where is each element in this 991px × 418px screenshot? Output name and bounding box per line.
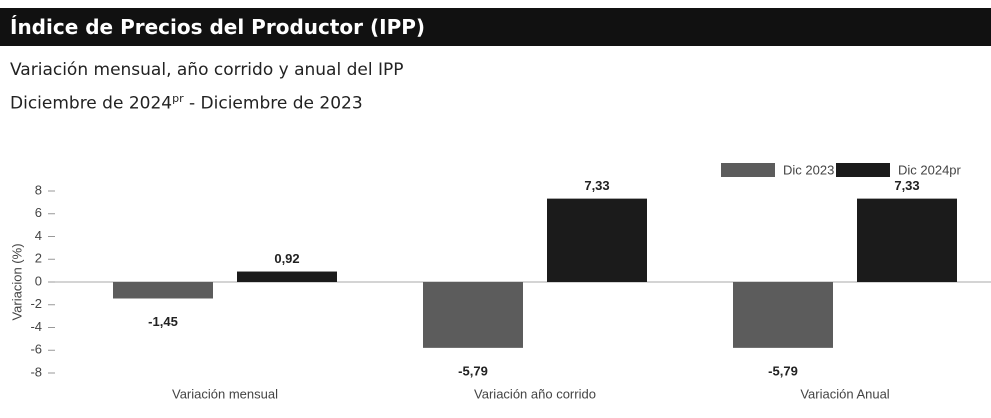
y-axis-label: Variacion (%) — [9, 243, 24, 320]
y-tick-label: -8 — [30, 364, 42, 379]
legend-swatch — [721, 163, 775, 177]
bar — [857, 198, 957, 282]
y-tick-label: 4 — [35, 228, 42, 243]
legend-label: Dic 2023 — [783, 162, 834, 177]
period-mark: pr — [172, 92, 184, 105]
legend-label: Dic 2024pr — [898, 162, 962, 177]
x-tick-label: Variación año corrido — [474, 386, 596, 401]
bar — [113, 282, 213, 299]
period-end: - Diciembre de 2023 — [189, 93, 363, 114]
y-tick-label: -6 — [30, 342, 42, 357]
y-tick-label: -4 — [30, 319, 42, 334]
bar — [547, 198, 647, 282]
y-tick-label: 0 — [35, 273, 42, 288]
period-start: Diciembre de 2024 — [10, 93, 173, 114]
y-tick-label: 8 — [35, 182, 42, 197]
bar — [237, 271, 337, 282]
y-tick-label: 6 — [35, 205, 42, 220]
period: Diciembre de 2024pr - Diciembre de 2023 — [10, 92, 363, 114]
value-label: 7,33 — [584, 178, 609, 193]
bar — [733, 282, 833, 348]
x-tick-label: Variación mensual — [172, 386, 278, 401]
legend-swatch — [836, 163, 890, 177]
value-label: -1,45 — [148, 314, 178, 329]
value-label: 0,92 — [274, 251, 299, 266]
header-title: Índice de Precios del Productor (IPP) — [0, 8, 991, 46]
value-label: -5,79 — [458, 363, 488, 378]
subtitle: Variación mensual, año corrido y anual d… — [10, 60, 404, 80]
bar — [423, 282, 523, 348]
y-tick-label: -2 — [30, 296, 42, 311]
y-tick-label: 2 — [35, 251, 42, 266]
x-tick-label: Variación Anual — [800, 386, 889, 401]
value-label: 7,33 — [894, 178, 919, 193]
value-label: -5,79 — [768, 363, 798, 378]
